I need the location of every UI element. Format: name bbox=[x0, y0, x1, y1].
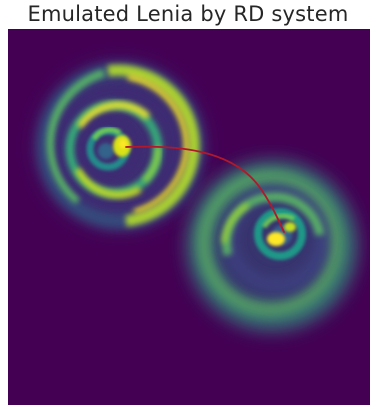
creature-upper-left bbox=[38, 64, 202, 228]
trajectory-line bbox=[125, 145, 285, 233]
figure-title: Emulated Lenia by RD system bbox=[27, 2, 349, 26]
creature-lower-right bbox=[188, 163, 356, 331]
simulation-canvas bbox=[8, 29, 370, 405]
simulation-image bbox=[8, 29, 370, 405]
